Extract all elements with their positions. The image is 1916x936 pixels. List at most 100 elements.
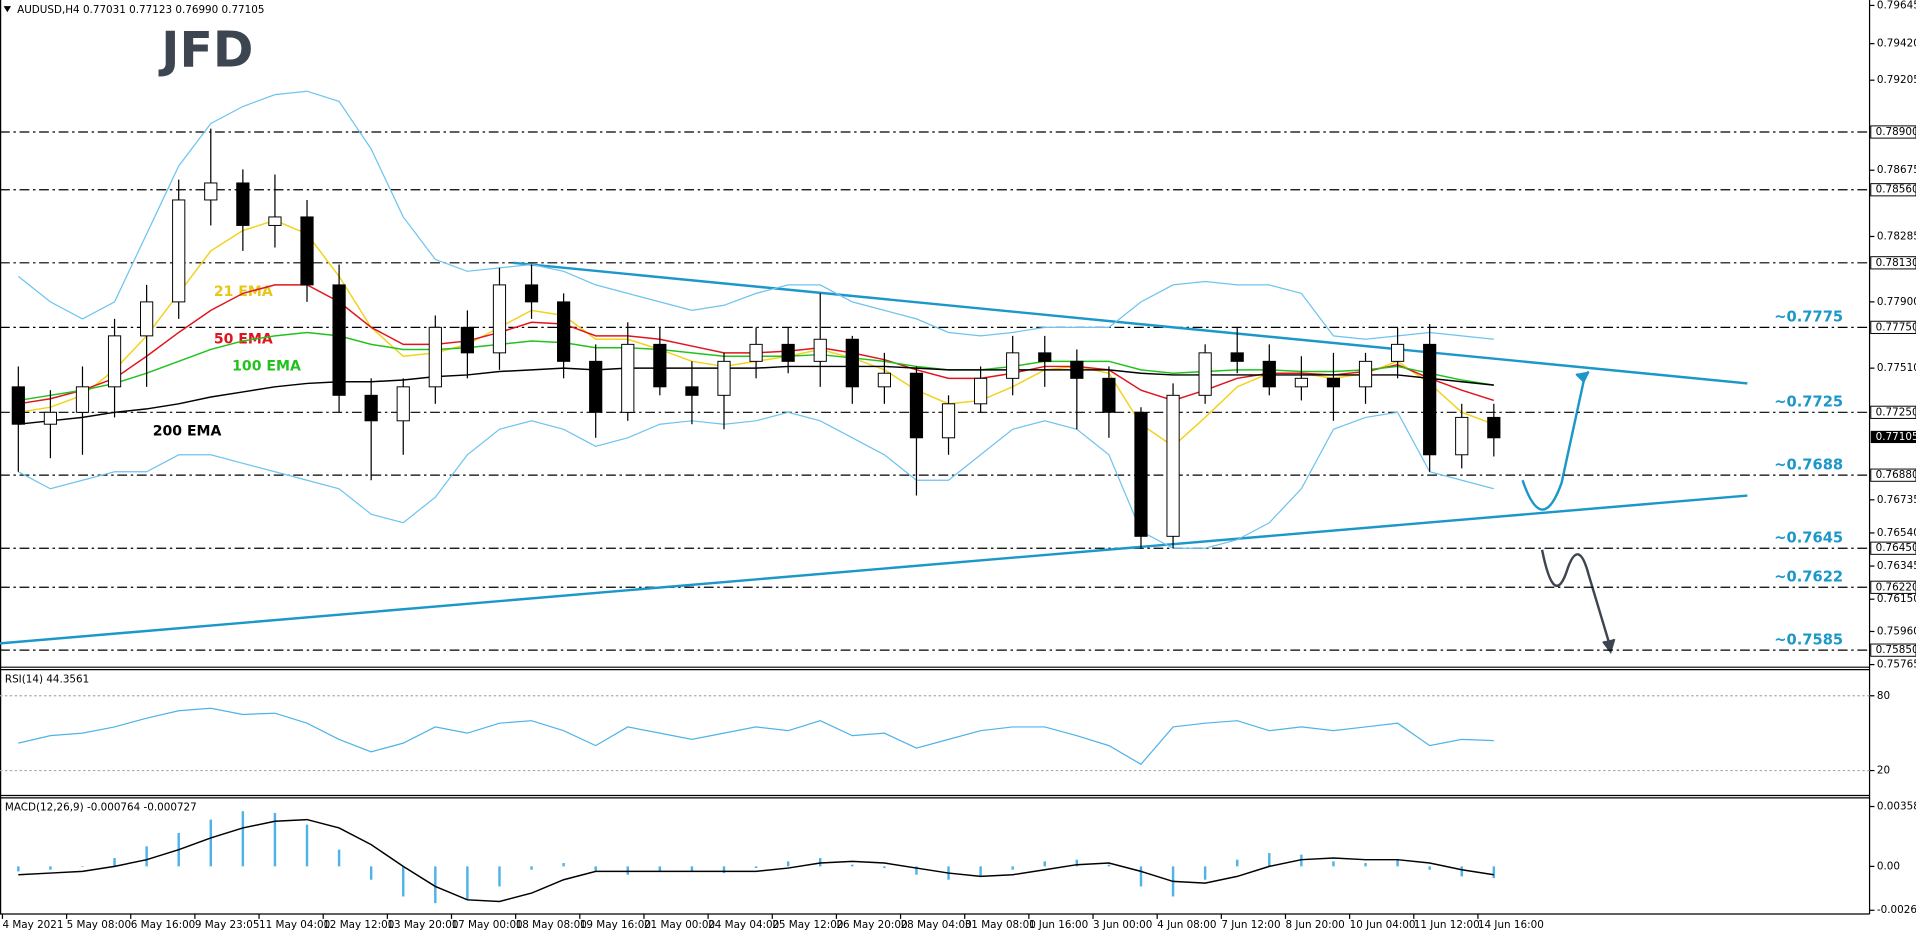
y-tick-label: 0.79420 [1877, 38, 1916, 50]
macd-bar [1203, 866, 1207, 880]
macd-bar [241, 811, 245, 867]
candle-body [1262, 360, 1276, 388]
macd-bar [305, 824, 309, 867]
macd-bar [1364, 863, 1367, 867]
macd-bar [17, 866, 20, 872]
frame [0, 0, 1871, 915]
macd-bar [530, 866, 533, 870]
macd-bar [819, 858, 822, 867]
level-note: ~0.7645 [1774, 529, 1843, 546]
macd-bar [1107, 864, 1111, 867]
x-tick-label: 4 Jun 08:00 [1157, 919, 1216, 931]
x-tick-label: 8 Jun 20:00 [1285, 919, 1344, 931]
candle-body [524, 284, 539, 303]
level-box [1870, 256, 1916, 270]
macd-signal [18, 818, 1494, 903]
level-box [1870, 125, 1916, 139]
level-label: 0.76880 [1876, 469, 1916, 481]
macd-bar [754, 866, 758, 869]
x-tick-label: 25 May 12:00 [772, 919, 843, 931]
candle-body [1294, 377, 1308, 388]
y-tick-label: 0.79205 [1877, 74, 1916, 86]
candle-body [974, 377, 988, 405]
level-label: 0.76220 [1876, 581, 1916, 593]
candle-body [1006, 352, 1020, 379]
y-tick-label: 0.78675 [1877, 164, 1916, 176]
candle-body [107, 335, 122, 388]
x-tick-label: 5 May 08:00 [67, 919, 132, 931]
macd-bar [498, 866, 501, 887]
x-tick-label: 19 May 16:00 [580, 919, 651, 931]
x-tick-label: 11 Jun 12:00 [1414, 919, 1480, 931]
candle-body [1038, 352, 1052, 362]
level-note: ~0.7725 [1774, 394, 1843, 411]
macd-bar [562, 863, 565, 867]
macd-bar [594, 866, 597, 872]
trendline [513, 261, 1748, 385]
candle-body [11, 386, 25, 425]
scenario-arrow-up [1521, 380, 1585, 511]
ema-label: 100 EMA [232, 359, 301, 375]
macd-bar [722, 866, 726, 874]
macd-bar [1075, 859, 1079, 867]
bollinger-upper [17, 90, 1494, 340]
x-tick-label: 26 May 20:00 [836, 919, 907, 931]
macd-bar [402, 866, 405, 897]
candle-body [396, 386, 410, 422]
candle-body [268, 216, 282, 226]
x-tick-label: 21 May 00:00 [644, 919, 715, 931]
macd-bar [690, 866, 694, 872]
macd-bar [1396, 859, 1399, 867]
rsi-title: RSI(14) 44.3561 [5, 673, 89, 685]
y-tick-label: 0.78285 [1877, 230, 1916, 242]
y-tick-label: 20 [1877, 765, 1890, 777]
macd-bar [626, 866, 629, 875]
y-tick-label: 0.75960 [1877, 625, 1916, 637]
candle-body [1455, 416, 1469, 456]
level-note: ~0.7775 [1774, 309, 1843, 326]
current-price-label: 0.77105 [1876, 431, 1916, 443]
candle-body [1166, 394, 1180, 537]
macd-bar [337, 849, 341, 867]
x-tick-label: 18 May 08:00 [516, 919, 587, 931]
macd-bar [1011, 866, 1014, 870]
candle-body [717, 360, 731, 396]
x-tick-label: 3 Jun 00:00 [1093, 919, 1152, 931]
macd-bar [1492, 866, 1496, 879]
macd-bar [658, 866, 662, 872]
candle-body [1070, 360, 1084, 379]
candle-body [460, 326, 474, 354]
level-note: ~0.7688 [1774, 456, 1843, 473]
macd-bar [81, 866, 84, 867]
x-tick-label: 1 Jun 16:00 [1029, 919, 1088, 931]
candle-body [749, 343, 763, 362]
chart-title: AUDUSD,H4 0.77031 0.77123 0.76990 0.7710… [17, 4, 264, 16]
candle-body [1134, 411, 1148, 537]
candle-body [1423, 343, 1437, 456]
macd-bar [979, 866, 982, 877]
candle-body [75, 386, 90, 413]
candle-body [1326, 377, 1341, 388]
macd-bar [786, 861, 790, 867]
candle-body [685, 386, 699, 396]
ema-label: 50 EMA [214, 332, 273, 348]
macd-bar [209, 819, 213, 867]
candle-body [204, 182, 218, 201]
macd-bar [883, 866, 886, 869]
y-tick-label: 0.77900 [1877, 296, 1916, 308]
candle-body [589, 360, 603, 413]
y-tick-label: -0.002626 [1877, 904, 1916, 916]
x-tick-label: 4 May 2021 [2, 919, 63, 931]
macd-bar [434, 866, 437, 904]
candle-body [492, 284, 507, 354]
y-tick-label: 0.00 [1877, 860, 1900, 872]
candle-body [428, 326, 442, 388]
level-label: 0.77750 [1876, 321, 1916, 333]
macd-bar [1235, 859, 1239, 867]
candle-body [1390, 343, 1405, 362]
candle-body [877, 372, 891, 388]
x-tick-label: 10 Jun 04:00 [1350, 919, 1416, 931]
macd-bar [1139, 866, 1143, 887]
